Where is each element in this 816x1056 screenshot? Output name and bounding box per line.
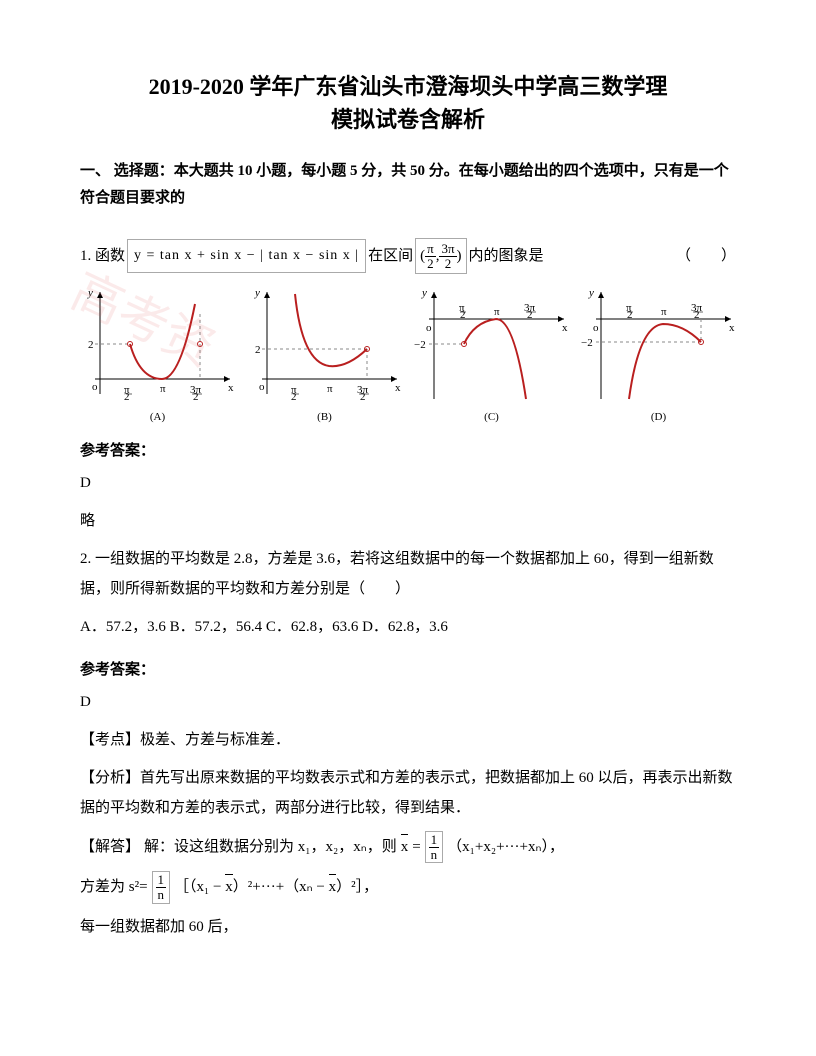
svg-text:2: 2 [527, 309, 533, 321]
chart-a: xy o 2 π2 π 3π2 (A) [80, 284, 235, 423]
sol-tail: （x₁+x₂+···+xₙ）， [447, 832, 564, 862]
chart-a-label: (A) [80, 411, 235, 423]
svg-text:2: 2 [694, 309, 700, 321]
svg-text:x: x [228, 382, 234, 394]
section-1-heading: 一、 选择题：本大题共 10 小题，每小题 5 分，共 50 分。在每小题给出的… [80, 158, 736, 212]
chart-c: xy o −2 π2 π 3π2 (C) [414, 284, 569, 423]
svg-text:x: x [729, 322, 735, 334]
svg-text:o: o [92, 381, 98, 393]
chart-d-label: (D) [581, 411, 736, 423]
q1-prefix: 1. 函数 [80, 241, 125, 271]
chart-b-label: (B) [247, 411, 402, 423]
svg-text:x: x [562, 322, 568, 334]
chart-c-label: (C) [414, 411, 569, 423]
svg-text:2: 2 [360, 391, 366, 403]
svg-text:π: π [661, 306, 667, 318]
svg-text:y: y [254, 287, 260, 299]
q1-answer: D [80, 468, 736, 498]
title-line-1: 2019-2020 学年广东省汕头市澄海坝头中学高三数学理 [149, 74, 668, 99]
ana-text: 首先写出原来数据的平均数表示式和方差的表示式，把数据都加上 60 以后，再表示出… [80, 770, 733, 816]
q1-brief: 略 [80, 506, 736, 536]
svg-text:y: y [421, 287, 427, 299]
ana-h: 【分析】 [80, 770, 140, 786]
q1-formula: y = tan x + sin x − | tan x − sin x | [127, 239, 366, 273]
analysis-analysis: 【分析】首先写出原来数据的平均数表示式和方差的表示式，把数据都加上 60 以后，… [80, 763, 736, 823]
svg-text:2: 2 [460, 309, 466, 321]
svg-text:o: o [426, 322, 432, 334]
sol-pre: 解：设这组数据分别为 x₁，x₂，xₙ，则 [144, 832, 397, 862]
question-2: 2. 一组数据的平均数是 2.8，方差是 3.6，若将这组数据中的每一个数据都加… [80, 544, 736, 604]
svg-text:o: o [593, 322, 599, 334]
q1-mid: 在区间 [368, 241, 413, 271]
svg-text:y: y [588, 287, 594, 299]
svg-text:2: 2 [88, 339, 94, 351]
frac-pi-2: π2 [425, 242, 436, 270]
q1-tail: 内的图象是 [469, 241, 544, 271]
title-line-2: 模拟试卷含解析 [331, 107, 485, 132]
chart-row: xy o 2 π2 π 3π2 (A) xy [80, 284, 736, 423]
svg-text:2: 2 [255, 344, 261, 356]
frac-1-n-a: 1 n [425, 831, 444, 863]
doc-title: 2019-2020 学年广东省汕头市澄海坝头中学高三数学理 模拟试卷含解析 [80, 70, 736, 136]
point-text: 极差、方差与标准差． [140, 732, 290, 748]
analysis-point: 【考点】极差、方差与标准差． [80, 725, 736, 755]
analysis-last: 每一组数据都加 60 后， [80, 912, 736, 942]
q2-options: A．57.2，3.6 B．57.2，56.4 C．62.8，63.6 D．62.… [80, 612, 736, 642]
var-pre: 方差为 s²= [80, 872, 148, 902]
frac-3pi-2: 3π2 [439, 242, 456, 270]
q1-paren: （ ） [676, 241, 736, 271]
analysis-solution-1: 【解答】 解：设这组数据分别为 x₁，x₂，xₙ，则 x = 1 n （x₁+x… [80, 831, 736, 863]
chart-b: xy o 2 π2 π 3π2 (B) [247, 284, 402, 423]
q2-answer: D [80, 687, 736, 717]
analysis-variance: 方差为 s²= 1 n ［（x₁ − x）²+···+（xₙ − x）²］， [80, 871, 736, 903]
q1-interval: ( π2 , 3π2 ) [415, 238, 466, 274]
var-tail: ［（x₁ − x）²+···+（xₙ − x）²］， [174, 872, 378, 902]
sol-h: 【解答】 [80, 832, 140, 862]
svg-text:2: 2 [291, 391, 297, 403]
svg-text:o: o [259, 381, 265, 393]
answer-heading-2: 参考答案： [80, 658, 736, 679]
svg-text:2: 2 [193, 391, 199, 403]
point-h: 【考点】 [80, 732, 140, 748]
svg-text:y: y [87, 287, 93, 299]
svg-text:x: x [395, 382, 401, 394]
answer-heading-1: 参考答案： [80, 439, 736, 460]
svg-text:−2: −2 [414, 339, 426, 351]
svg-text:2: 2 [124, 391, 130, 403]
svg-text:−2: −2 [581, 337, 593, 349]
svg-text:π: π [494, 306, 500, 318]
chart-d: xy o −2 π2 π 3π2 (D) [581, 284, 736, 423]
xbar-1: x [401, 832, 409, 862]
question-1: 1. 函数 y = tan x + sin x − | tan x − sin … [80, 238, 736, 274]
frac-1-n-b: 1 n [152, 871, 171, 903]
svg-text:2: 2 [627, 309, 633, 321]
svg-text:π: π [327, 383, 333, 395]
svg-text:π: π [160, 383, 166, 395]
